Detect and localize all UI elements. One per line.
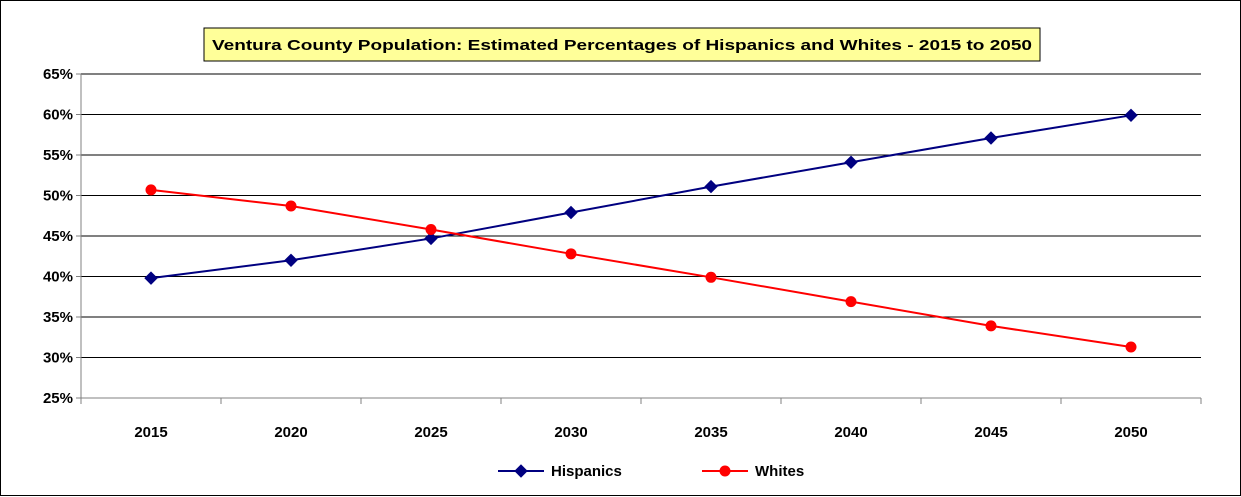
legend-marker	[719, 465, 731, 477]
data-point-hispanics	[1124, 108, 1138, 123]
x-tick-label: 2030	[554, 424, 587, 441]
axes	[80, 74, 1201, 399]
chart-title-text: Ventura County Population: Estimated Per…	[212, 37, 1032, 54]
y-tick-label: 40%	[43, 269, 73, 286]
data-point-whites	[1125, 341, 1137, 353]
y-tick-labels: 25% 30% 35% 40% 45% 50% 55% 60% 65%	[43, 66, 73, 407]
data-point-hispanics	[984, 131, 998, 145]
legend-label: Whites	[755, 463, 804, 480]
legend-marker	[514, 464, 528, 478]
y-tick-label: 65%	[43, 66, 73, 83]
data-point-hispanics	[704, 179, 718, 194]
data-point-hispanics	[144, 271, 158, 285]
series	[144, 108, 1138, 353]
data-point-whites	[425, 224, 437, 236]
x-tick-label: 2040	[834, 424, 867, 441]
data-point-whites	[285, 200, 297, 212]
y-tick-label: 30%	[43, 350, 73, 367]
data-point-whites	[705, 271, 717, 283]
series-line-whites	[150, 188, 1132, 348]
legend-item-hispanics: Hispanics	[498, 463, 622, 480]
chart-title: Ventura County Population: Estimated Per…	[203, 27, 1041, 62]
x-tick-label: 2035	[694, 424, 727, 441]
data-point-whites	[565, 248, 577, 260]
y-tick-label: 35%	[43, 309, 73, 326]
gridlines	[76, 73, 1202, 404]
data-point-whites	[985, 320, 997, 332]
x-tick-label: 2020	[274, 424, 307, 441]
x-tick-label: 2025	[414, 424, 447, 441]
x-tick-label: 2050	[1114, 424, 1147, 441]
legend: Hispanics Whites	[498, 463, 804, 480]
data-point-hispanics	[424, 231, 438, 246]
data-point-hispanics	[564, 205, 578, 220]
y-tick-label: 45%	[43, 228, 73, 245]
y-tick-label: 50%	[43, 188, 73, 205]
y-tick-label: 60%	[43, 107, 73, 124]
data-point-hispanics	[844, 155, 858, 169]
x-tick-label: 2045	[974, 424, 1007, 441]
x-tick-labels: 2015 2020 2025 2030 2035 2040 2045 2050	[134, 424, 1147, 441]
data-point-whites	[845, 296, 857, 308]
chart-title-box	[203, 27, 1041, 62]
data-point-whites	[145, 184, 157, 196]
x-tick-label: 2015	[134, 424, 167, 441]
legend-item-whites: Whites	[702, 463, 804, 480]
series-line-hispanics	[150, 114, 1132, 280]
y-tick-label: 25%	[43, 390, 73, 407]
y-tick-label: 55%	[43, 147, 73, 164]
series-whites	[145, 184, 1137, 353]
legend-label: Hispanics	[551, 463, 622, 480]
data-point-hispanics	[284, 253, 298, 268]
series-hispanics	[144, 108, 1138, 285]
